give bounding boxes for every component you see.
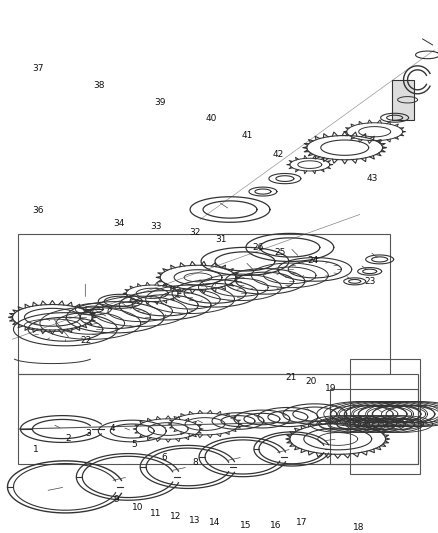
Text: 22: 22 xyxy=(80,336,92,345)
Text: 8: 8 xyxy=(192,458,198,467)
Bar xyxy=(392,80,413,120)
Text: 32: 32 xyxy=(189,229,201,237)
Text: 9: 9 xyxy=(113,495,119,504)
Text: 20: 20 xyxy=(305,377,317,386)
Text: 1: 1 xyxy=(32,445,39,454)
Text: 36: 36 xyxy=(32,206,43,215)
Text: 25: 25 xyxy=(275,248,286,257)
Text: 34: 34 xyxy=(113,219,124,228)
Text: 12: 12 xyxy=(170,512,181,521)
Text: 39: 39 xyxy=(154,98,166,107)
Text: 3: 3 xyxy=(85,429,91,438)
Text: 21: 21 xyxy=(286,373,297,382)
Text: 15: 15 xyxy=(240,521,251,530)
Text: 43: 43 xyxy=(366,174,378,183)
Text: 33: 33 xyxy=(150,222,161,230)
Text: 18: 18 xyxy=(353,523,364,532)
Text: 17: 17 xyxy=(296,518,308,527)
Text: 26: 26 xyxy=(253,243,264,252)
Text: 24: 24 xyxy=(307,256,318,265)
Text: 14: 14 xyxy=(209,518,220,527)
Text: 16: 16 xyxy=(270,521,282,530)
Text: 38: 38 xyxy=(93,80,105,90)
Text: 37: 37 xyxy=(32,63,43,72)
Text: 2: 2 xyxy=(65,434,71,443)
Text: 31: 31 xyxy=(215,235,227,244)
Text: 19: 19 xyxy=(325,384,336,393)
Text: 42: 42 xyxy=(272,150,284,159)
Text: 5: 5 xyxy=(131,440,137,449)
Text: 10: 10 xyxy=(132,503,144,512)
Text: 40: 40 xyxy=(205,114,217,123)
Text: 6: 6 xyxy=(162,453,167,462)
Text: 13: 13 xyxy=(189,515,201,524)
Text: 41: 41 xyxy=(242,131,253,140)
Text: 11: 11 xyxy=(150,508,161,518)
Text: 23: 23 xyxy=(364,277,375,286)
Text: 4: 4 xyxy=(109,424,115,433)
